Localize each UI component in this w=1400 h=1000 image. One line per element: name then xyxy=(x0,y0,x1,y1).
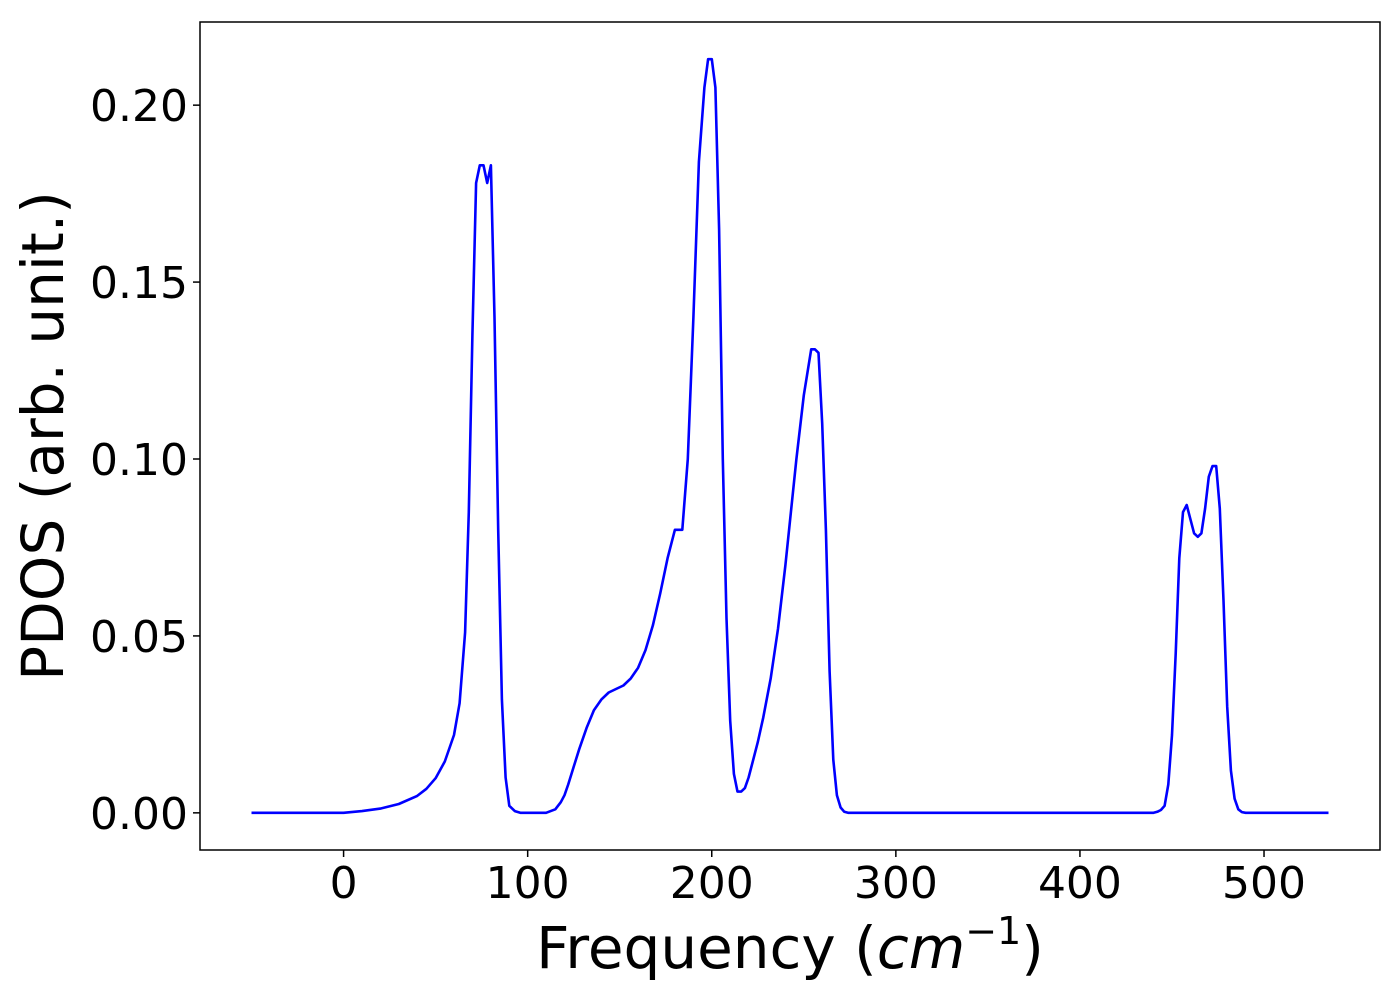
pdos-series-line xyxy=(251,57,1329,815)
x-axis-label-unit: cm xyxy=(877,914,965,982)
y-tick-label: 0.15 xyxy=(90,258,188,309)
y-tick-label: 0.05 xyxy=(90,612,188,663)
x-tick-label: 100 xyxy=(486,858,570,909)
y-tick-label: 0.00 xyxy=(90,789,188,840)
x-axis-label-exponent: −1 xyxy=(965,909,1021,953)
x-axis-label-close: ) xyxy=(1021,914,1044,982)
plot-frame xyxy=(199,21,1381,851)
x-tick-label: 400 xyxy=(1038,858,1122,909)
x-axis-label: Frequency (cm−1) xyxy=(536,909,1044,982)
x-tick-label: 500 xyxy=(1222,858,1306,909)
y-axis-label: PDOS (arb. unit.) xyxy=(9,191,77,681)
y-tick-label: 0.20 xyxy=(90,81,188,132)
ticks-layer: 0 100 200 300 400 500 0.00 0.05 0.10 0.15 0.20 xyxy=(90,81,1306,909)
x-axis-label-text: Frequency ( xyxy=(536,914,877,982)
x-tick-label: 0 xyxy=(330,858,358,909)
y-tick-label: 0.10 xyxy=(90,435,188,486)
x-tick-label: 300 xyxy=(854,858,938,909)
x-tick-label: 200 xyxy=(670,858,754,909)
series-layer xyxy=(251,57,1329,815)
